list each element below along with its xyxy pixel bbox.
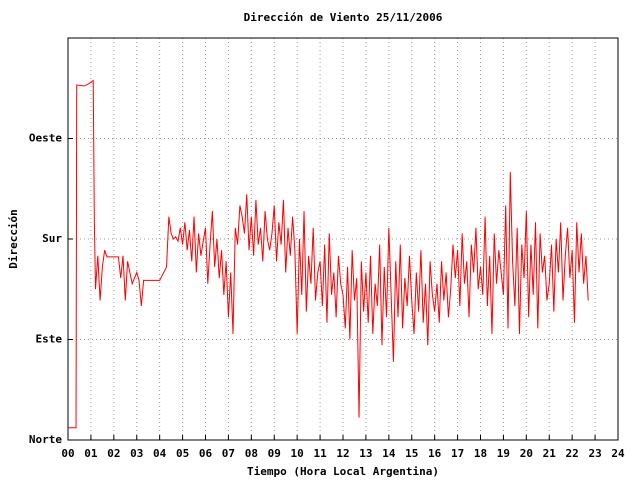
- y-axis-label: Dirección: [7, 209, 20, 269]
- x-tick-label: 13: [359, 447, 372, 460]
- x-tick-label: 02: [107, 447, 120, 460]
- x-tick-label: 23: [588, 447, 601, 460]
- x-tick-label: 14: [382, 447, 396, 460]
- chart-title: Dirección de Viento 25/11/2006: [244, 11, 443, 24]
- y-tick-label: Oeste: [29, 132, 62, 145]
- x-tick-label: 18: [474, 447, 487, 460]
- x-tick-label: 07: [222, 447, 235, 460]
- x-tick-label: 00: [61, 447, 74, 460]
- x-tick-label: 06: [199, 447, 213, 460]
- x-tick-label: 10: [291, 447, 304, 460]
- x-tick-label: 05: [176, 447, 189, 460]
- x-tick-label: 01: [84, 447, 98, 460]
- x-tick-label: 16: [428, 447, 442, 460]
- x-tick-label: 17: [451, 447, 464, 460]
- y-tick-label: Norte: [29, 433, 62, 446]
- x-tick-label: 09: [268, 447, 281, 460]
- x-tick-label: 08: [245, 447, 258, 460]
- series-line: [68, 79, 589, 429]
- x-tick-label: 12: [336, 447, 349, 460]
- x-tick-label: 15: [405, 447, 418, 460]
- x-tick-label: 20: [520, 447, 533, 460]
- x-tick-label: 21: [543, 447, 557, 460]
- x-tick-label: 22: [566, 447, 579, 460]
- x-tick-label: 04: [153, 447, 167, 460]
- x-tick-label: 24: [611, 447, 625, 460]
- x-tick-label: 03: [130, 447, 143, 460]
- x-tick-label: 19: [497, 447, 510, 460]
- x-tick-label: 11: [313, 447, 327, 460]
- y-tick-label: Sur: [42, 232, 62, 245]
- y-tick-label: Este: [36, 333, 63, 346]
- x-axis-label: Tiempo (Hora Local Argentina): [247, 465, 439, 478]
- plot-frame: [67, 37, 619, 441]
